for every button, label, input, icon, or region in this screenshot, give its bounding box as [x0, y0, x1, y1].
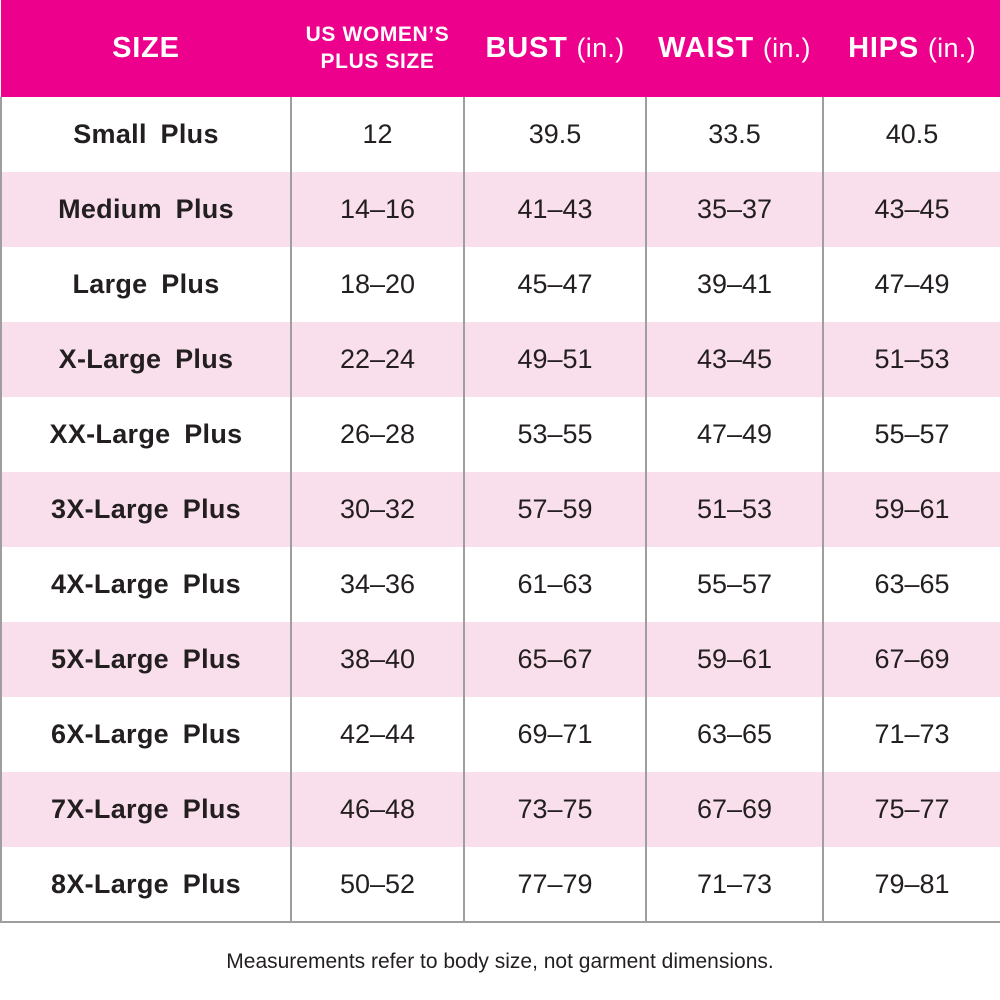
- column-header-hips: HIPS (in.): [823, 0, 1000, 97]
- column-header-waist-unit: (in.): [762, 33, 811, 63]
- column-header-hips-unit: (in.): [927, 33, 976, 63]
- bust-cell: 57–59: [463, 472, 646, 547]
- table-row: X-Large Plus 22–24 49–51 43–45 51–53: [0, 322, 1000, 397]
- waist-cell: 71–73: [645, 847, 823, 923]
- column-header-bust-unit: (in.): [576, 33, 625, 63]
- us-plus-size-cell: 50–52: [290, 847, 464, 923]
- us-plus-size-cell: 42–44: [290, 697, 464, 772]
- waist-cell: 39–41: [645, 247, 823, 322]
- bust-cell: 53–55: [463, 397, 646, 472]
- us-plus-size-cell: 26–28: [290, 397, 464, 472]
- hips-cell: 75–77: [822, 772, 1000, 847]
- hips-cell: 43–45: [822, 172, 1000, 247]
- size-cell: Large Plus: [0, 247, 291, 322]
- size-cell: 7X-Large Plus: [0, 772, 291, 847]
- measurement-footnote: Measurements refer to body size, not gar…: [0, 923, 1000, 1000]
- table-header: SIZE US WOMEN’S PLUS SIZE BUST (in.) WAI…: [1, 0, 1000, 97]
- hips-cell: 71–73: [822, 697, 1000, 772]
- waist-cell: 59–61: [645, 622, 823, 697]
- hips-cell: 79–81: [822, 847, 1000, 923]
- bust-cell: 73–75: [463, 772, 646, 847]
- hips-cell: 67–69: [822, 622, 1000, 697]
- bust-cell: 65–67: [463, 622, 646, 697]
- us-plus-size-cell: 46–48: [290, 772, 464, 847]
- table-row: 8X-Large Plus 50–52 77–79 71–73 79–81: [0, 847, 1000, 923]
- table-row: 6X-Large Plus 42–44 69–71 63–65 71–73: [0, 697, 1000, 772]
- size-cell: X-Large Plus: [0, 322, 291, 397]
- column-header-us-line2: PLUS SIZE: [320, 49, 435, 73]
- hips-cell: 55–57: [822, 397, 1000, 472]
- column-header-bust: BUST (in.): [464, 0, 646, 97]
- table-row: Small Plus 12 39.5 33.5 40.5: [0, 97, 1000, 172]
- waist-cell: 47–49: [645, 397, 823, 472]
- column-header-us-plus-size: US WOMEN’S PLUS SIZE: [291, 0, 464, 97]
- size-cell: 5X-Large Plus: [0, 622, 291, 697]
- bust-cell: 69–71: [463, 697, 646, 772]
- column-header-us-line1: US WOMEN’S: [305, 23, 450, 47]
- size-cell: 8X-Large Plus: [0, 847, 291, 923]
- hips-cell: 51–53: [822, 322, 1000, 397]
- column-header-size: SIZE: [1, 0, 291, 97]
- us-plus-size-cell: 34–36: [290, 547, 464, 622]
- us-plus-size-cell: 30–32: [290, 472, 464, 547]
- us-plus-size-cell: 18–20: [290, 247, 464, 322]
- bust-cell: 77–79: [463, 847, 646, 923]
- hips-cell: 40.5: [822, 97, 1000, 172]
- bust-cell: 41–43: [463, 172, 646, 247]
- us-plus-size-cell: 22–24: [290, 322, 464, 397]
- us-plus-size-cell: 38–40: [290, 622, 464, 697]
- header-row: SIZE US WOMEN’S PLUS SIZE BUST (in.) WAI…: [1, 0, 1000, 97]
- bust-cell: 49–51: [463, 322, 646, 397]
- bust-cell: 61–63: [463, 547, 646, 622]
- hips-cell: 59–61: [822, 472, 1000, 547]
- waist-cell: 33.5: [645, 97, 823, 172]
- table-row: 7X-Large Plus 46–48 73–75 67–69 75–77: [0, 772, 1000, 847]
- column-header-bust-label: BUST: [485, 32, 568, 64]
- table-body: Small Plus 12 39.5 33.5 40.5 Medium Plus…: [0, 97, 1000, 923]
- bust-cell: 45–47: [463, 247, 646, 322]
- hips-cell: 47–49: [822, 247, 1000, 322]
- waist-cell: 55–57: [645, 547, 823, 622]
- table-row: 5X-Large Plus 38–40 65–67 59–61 67–69: [0, 622, 1000, 697]
- column-header-size-label: SIZE: [112, 32, 180, 64]
- column-header-waist-label: WAIST: [658, 32, 754, 64]
- hips-cell: 63–65: [822, 547, 1000, 622]
- size-cell: XX-Large Plus: [0, 397, 291, 472]
- column-header-hips-label: HIPS: [848, 32, 920, 64]
- table-row: 4X-Large Plus 34–36 61–63 55–57 63–65: [0, 547, 1000, 622]
- waist-cell: 35–37: [645, 172, 823, 247]
- column-header-waist: WAIST (in.): [646, 0, 823, 97]
- table-row: Large Plus 18–20 45–47 39–41 47–49: [0, 247, 1000, 322]
- waist-cell: 67–69: [645, 772, 823, 847]
- size-cell: Medium Plus: [0, 172, 291, 247]
- waist-cell: 43–45: [645, 322, 823, 397]
- table-row: Medium Plus 14–16 41–43 35–37 43–45: [0, 172, 1000, 247]
- size-cell: 3X-Large Plus: [0, 472, 291, 547]
- table-row: 3X-Large Plus 30–32 57–59 51–53 59–61: [0, 472, 1000, 547]
- size-chart-table: SIZE US WOMEN’S PLUS SIZE BUST (in.) WAI…: [0, 0, 1000, 923]
- size-cell: Small Plus: [0, 97, 291, 172]
- bust-cell: 39.5: [463, 97, 646, 172]
- table-row: XX-Large Plus 26–28 53–55 47–49 55–57: [0, 397, 1000, 472]
- waist-cell: 63–65: [645, 697, 823, 772]
- us-plus-size-cell: 12: [290, 97, 464, 172]
- size-cell: 4X-Large Plus: [0, 547, 291, 622]
- size-cell: 6X-Large Plus: [0, 697, 291, 772]
- us-plus-size-cell: 14–16: [290, 172, 464, 247]
- waist-cell: 51–53: [645, 472, 823, 547]
